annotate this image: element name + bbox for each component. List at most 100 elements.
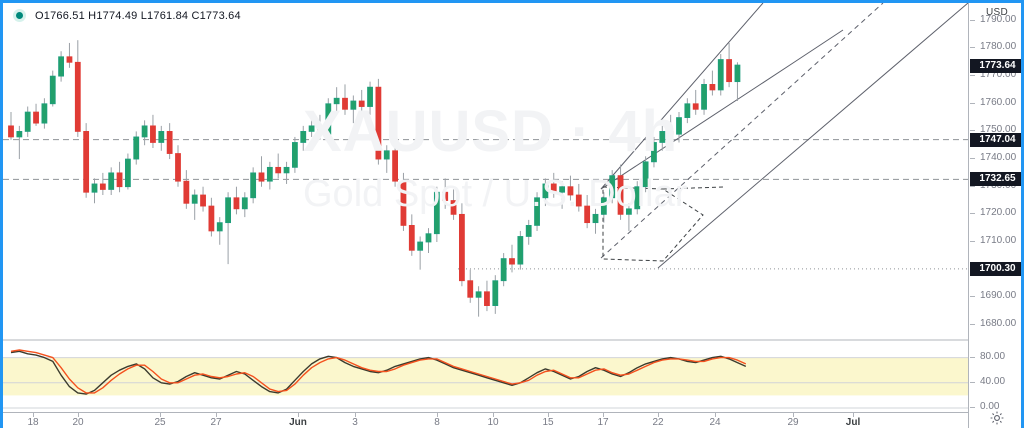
time-tick-mark [853, 413, 854, 417]
time-tick-label: 22 [652, 417, 664, 428]
candle-body [592, 213, 599, 224]
candle-body [417, 241, 424, 251]
time-tick-label: 25 [154, 417, 166, 428]
candle-body [525, 225, 532, 237]
time-tick-label: 10 [487, 417, 499, 428]
candle-body [358, 100, 365, 107]
candle-body [16, 131, 23, 138]
plot-area[interactable] [3, 3, 968, 428]
time-tick-label: 15 [542, 417, 554, 428]
candle-body [41, 103, 48, 124]
channel-median-line [600, 3, 884, 259]
candle-body [509, 258, 515, 265]
price-badge[interactable]: 1732.65 [970, 172, 1021, 187]
candle-body [375, 86, 382, 160]
time-tick-mark [658, 413, 659, 417]
candle-body [200, 194, 206, 207]
time-tick-mark [298, 413, 299, 417]
candle-body [8, 125, 14, 138]
price-badge[interactable]: 1747.04 [970, 132, 1021, 147]
time-tick-label: 29 [787, 417, 799, 428]
candle-body [183, 180, 190, 204]
candle-body [659, 131, 666, 143]
time-tick-mark [160, 413, 161, 417]
candle-body [642, 161, 649, 188]
flag-upper-edge [662, 186, 724, 190]
candle-body [717, 59, 724, 91]
gear-icon[interactable] [989, 410, 1005, 426]
candle-body [250, 172, 257, 199]
candle-body [191, 194, 198, 204]
candle-body [216, 222, 223, 232]
time-tick-mark [33, 413, 34, 417]
time-tick-label: 17 [597, 417, 609, 428]
candle-body [684, 103, 691, 118]
status-dot-icon [13, 9, 26, 22]
candle-body [166, 131, 173, 154]
candle-body [49, 75, 56, 105]
candle-body [300, 131, 307, 143]
candle-body [108, 172, 115, 190]
candle-body [584, 205, 591, 224]
time-tick-mark [603, 413, 604, 417]
candle-body [709, 84, 716, 91]
chart-canvas [3, 3, 968, 409]
price-badge[interactable]: 1700.30 [970, 261, 1021, 276]
candle-body [175, 153, 181, 182]
candle-body [458, 213, 465, 282]
candle-body [534, 197, 540, 226]
channel-upper-line [600, 29, 844, 190]
ohlc-values: O1766.51 H1774.49 L1761.84 C1773.64 [35, 9, 241, 22]
time-tick-label: 8 [434, 417, 440, 428]
candle-body [400, 180, 407, 226]
time-tick-label: 20 [72, 417, 84, 428]
candle-body [83, 131, 90, 193]
candle-body [408, 225, 415, 251]
time-tick-label: 3 [352, 417, 358, 428]
candle-body [141, 125, 148, 138]
candle-body [726, 59, 732, 83]
candle-body [24, 111, 31, 132]
time-tick-mark [548, 413, 549, 417]
candle-body [342, 97, 348, 110]
candle-body [634, 186, 641, 210]
candle-body [283, 166, 290, 174]
time-axis[interactable]: 18 20 25 27 Jun 3 8 10 15 17 22 24 29 Jul [3, 412, 968, 428]
time-tick-mark [216, 413, 217, 417]
candle-body [150, 125, 156, 143]
candle-body [651, 142, 657, 163]
time-tick-label: 24 [709, 417, 721, 428]
chart-legend: O1766.51 H1774.49 L1761.84 C1773.64 [13, 9, 241, 22]
candle-body [125, 158, 131, 188]
candle-body [258, 172, 265, 182]
candle-body [233, 197, 240, 210]
price-badge[interactable]: 1773.64 [970, 59, 1021, 74]
candle-body [266, 166, 273, 182]
candle-body [542, 183, 549, 199]
candle-body [676, 117, 682, 135]
candle-body [600, 197, 607, 215]
time-tick-mark [493, 413, 494, 417]
candle-body [450, 200, 457, 215]
candle-body [133, 136, 140, 160]
candle-body [475, 291, 482, 298]
candle-body [225, 197, 232, 224]
candle-body [467, 280, 474, 298]
candle-body [333, 97, 340, 105]
candle-body [484, 291, 490, 306]
candle-body [208, 205, 215, 232]
candle-body [99, 183, 106, 190]
candle-body [317, 125, 323, 135]
candle-body [567, 186, 574, 196]
candle-body [701, 84, 707, 110]
candle-body [550, 183, 557, 193]
candle-body [609, 175, 616, 199]
candle-body [291, 142, 298, 168]
candle-body [33, 111, 39, 124]
time-tick-mark [355, 413, 356, 417]
candle-body [275, 166, 282, 174]
candle-body [667, 131, 674, 135]
price-axis[interactable]: USD 1790.00 1780.00 1770.00 1760.00 1750.00 1… [968, 3, 1021, 428]
candle-body [559, 186, 565, 193]
